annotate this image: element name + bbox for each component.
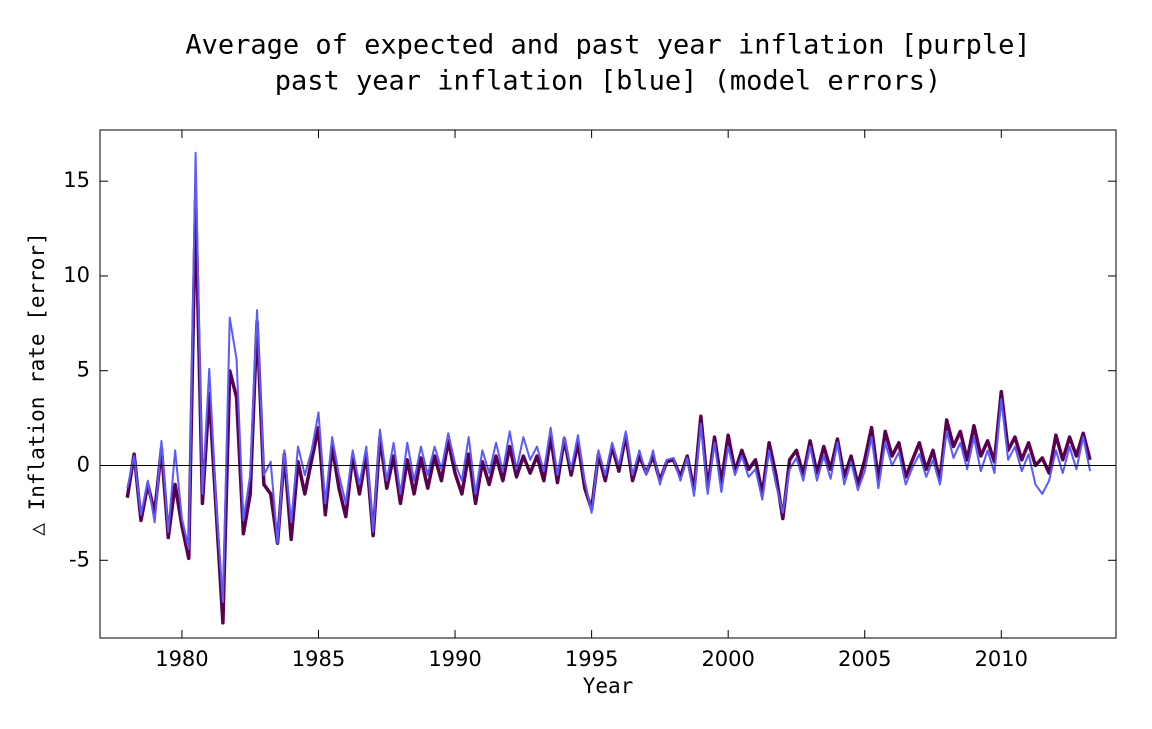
y-tick-label: -5 xyxy=(69,547,90,571)
x-tick-label: 2010 xyxy=(975,647,1028,671)
y-tick-label: 10 xyxy=(63,263,90,287)
x-tick-label: 1980 xyxy=(155,647,208,671)
chart-subtitle: past year inflation [blue] (model errors… xyxy=(275,66,941,97)
x-tick-label: 1990 xyxy=(428,647,481,671)
series-line xyxy=(125,198,1092,625)
chart-title: Average of expected and past year inflat… xyxy=(185,30,1030,61)
x-tick-label: 2000 xyxy=(701,647,754,671)
x-tick-label: 1985 xyxy=(292,647,345,671)
y-axis-label: △ Inflation rate [error] xyxy=(25,232,49,535)
plot-frame xyxy=(99,129,1117,639)
series-line xyxy=(126,151,1092,603)
x-tick-label: 1995 xyxy=(565,647,618,671)
y-tick-label: 0 xyxy=(77,453,90,477)
y-tick-label: 5 xyxy=(77,358,90,382)
x-tick-label: 2005 xyxy=(838,647,891,671)
y-tick-label: 15 xyxy=(63,168,90,192)
x-axis-label: Year xyxy=(583,674,634,698)
